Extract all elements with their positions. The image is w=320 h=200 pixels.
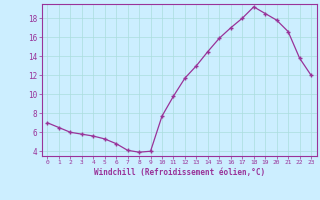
X-axis label: Windchill (Refroidissement éolien,°C): Windchill (Refroidissement éolien,°C) (94, 168, 265, 177)
